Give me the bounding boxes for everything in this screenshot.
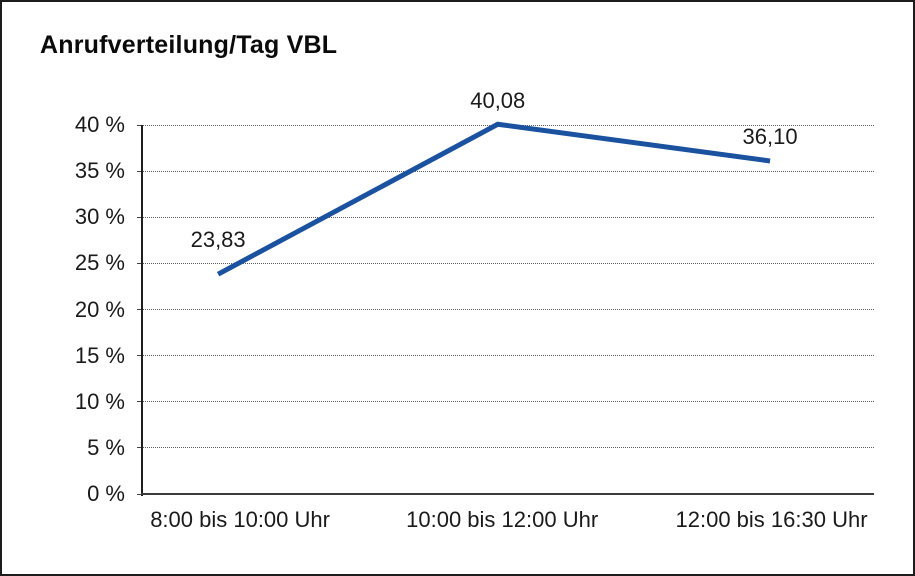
y-tick-label: 0 % [87,481,125,506]
gridline [142,170,874,172]
y-tick-label: 25 % [74,250,125,276]
y-tick-label: 40 % [74,112,125,137]
data-point-label: 36,10 [742,123,798,149]
y-tick-label: 10 % [74,388,125,414]
y-axis-tick [137,170,142,172]
y-axis-tick [137,493,142,495]
chart-title: Anrufverteilung/Tag VBL [40,31,338,59]
gridline [142,216,874,218]
y-axis-tick [137,401,142,403]
gridline [142,262,874,264]
gridline [142,355,874,357]
y-tick-label: 15 % [74,342,125,368]
data-point-label: 40,08 [470,88,526,114]
gridline [142,447,874,449]
x-category-label: 8:00 bis 10:00 Uhr [150,507,330,532]
y-axis-tick [137,309,142,310]
y-tick-label: 30 % [74,204,125,230]
gridline [142,401,874,403]
gridline [142,309,874,310]
x-category-label: 12:00 bis 16:30 Uhr [675,507,868,532]
y-tick-label: 35 % [74,158,125,184]
call-distribution-line [216,121,771,277]
y-axis-line [141,125,143,496]
y-tick-label: 20 % [74,296,125,322]
y-axis-tick [137,262,142,264]
y-axis-tick [137,355,142,357]
y-tick-label: 5 % [87,434,125,460]
y-axis-tick [137,124,142,126]
x-axis-line [141,493,874,495]
x-category-label: 10:00 bis 12:00 Uhr [406,507,599,532]
data-point-label: 23,83 [190,227,246,253]
y-axis-tick [137,447,142,449]
y-axis-tick [137,216,142,218]
